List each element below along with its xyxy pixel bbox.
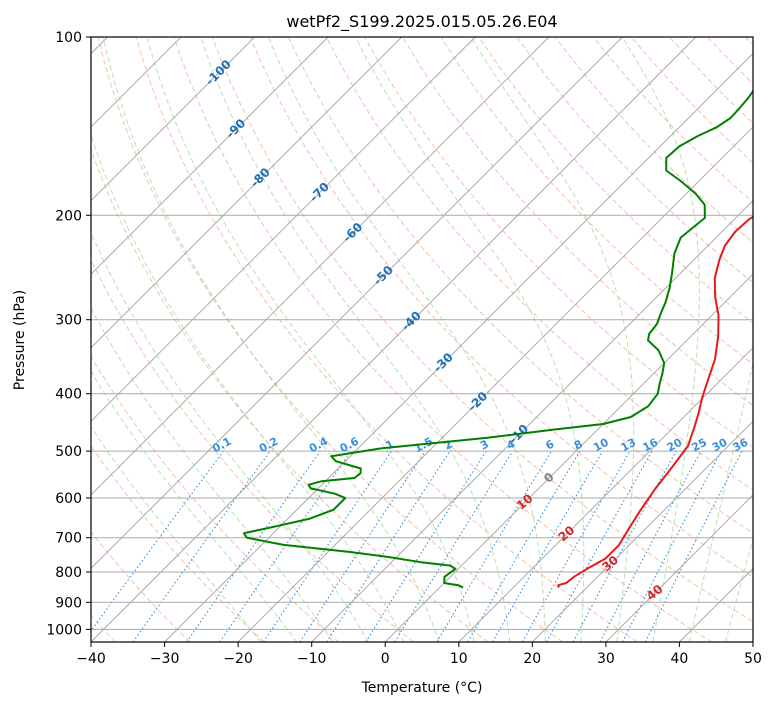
dry-adiabat-line — [516, 37, 753, 284]
moist-adiabat-line — [91, 231, 369, 642]
x-tick-label: 50 — [744, 651, 762, 667]
mixing-ratio-label: 13 — [619, 436, 639, 455]
y-tick-label: 700 — [55, 531, 82, 547]
x-tick-label: −40 — [76, 651, 106, 667]
isotherm-line — [458, 347, 753, 642]
isotherm-line — [311, 199, 753, 642]
mixing-ratio-line — [522, 450, 631, 642]
isotherm-line — [384, 273, 753, 642]
isotherm-line — [91, 37, 476, 423]
dry-adiabats — [91, 37, 753, 642]
mixing-ratio-label: 10 — [591, 436, 611, 455]
moist-adiabat-line — [470, 37, 635, 642]
y-tick-label: 900 — [55, 595, 82, 611]
x-axis-label: Temperature (°C) — [361, 680, 483, 696]
moist-adiabat-line — [621, 37, 700, 642]
mixing-ratio-label: 20 — [665, 436, 685, 455]
mixing-ratio-line — [219, 450, 352, 642]
isotherm-line — [605, 494, 753, 642]
moist-adiabat-line — [91, 307, 334, 642]
y-tick-label: 200 — [55, 208, 82, 224]
x-tick-label: −20 — [223, 651, 253, 667]
mixing-ratio-label: 25 — [689, 436, 709, 455]
y-tick-label: 1000 — [46, 622, 82, 638]
dry-adiabat-line — [135, 37, 638, 642]
isotherm-line — [91, 37, 623, 570]
dewpoint-profile-line — [242, 89, 753, 589]
mixing-ratio-line — [132, 450, 271, 642]
dry-adiabat-line — [326, 37, 753, 491]
y-tick-label: 100 — [55, 30, 82, 46]
y-tick-label: 300 — [55, 313, 82, 329]
x-axis: −40 −30 −20 −10 0 10 20 30 40 50 — [76, 642, 762, 667]
mixing-ratio-line — [299, 450, 426, 642]
mixing-ratio-line — [326, 450, 451, 642]
moist-adiabat-line — [267, 37, 546, 642]
mixing-ratio-line — [263, 450, 392, 642]
dry-adiabat-line — [91, 531, 191, 642]
isotherm-line — [531, 420, 753, 642]
mixing-ratio-line — [394, 450, 514, 642]
y-tick-label: 400 — [55, 387, 82, 403]
moist-adiabat-line — [146, 37, 475, 642]
dry-adiabat-line — [91, 355, 340, 642]
mixing-ratio-line — [186, 450, 321, 642]
x-tick-label: 0 — [381, 651, 390, 667]
y-axis-label: Pressure (hPa) — [12, 290, 28, 390]
plot-frame — [90, 36, 754, 643]
x-tick-label: 40 — [670, 651, 688, 667]
moist-adiabat-line — [688, 360, 753, 642]
mixing-ratio-line — [91, 450, 224, 632]
moist-adiabat-line — [91, 133, 405, 642]
isotherm-line — [91, 37, 403, 349]
pressure-gridlines — [91, 37, 753, 630]
y-axis: 100 200 300 400 500 600 700 800 900 1000 — [46, 30, 91, 638]
x-tick-label: 10 — [450, 651, 468, 667]
temperature-profile-line — [557, 215, 753, 588]
moist-adiabat-line — [102, 37, 440, 642]
isotherm-line — [91, 37, 256, 202]
dry-adiabat-line — [211, 37, 753, 623]
x-tick-label: 30 — [597, 651, 615, 667]
dry-adiabat-line — [402, 37, 753, 407]
x-tick-label: 20 — [523, 651, 541, 667]
y-tick-label: 600 — [55, 491, 82, 507]
isotherm-line — [91, 37, 329, 275]
isotherm-line — [237, 126, 753, 642]
mixing-ratio-line — [546, 450, 653, 642]
mixing-ratio-line — [572, 450, 677, 642]
mixing-ratio-label: 36 — [731, 436, 751, 455]
dry-adiabat-line — [478, 37, 753, 324]
plot-area: 0.1 0.2 0.4 0.6 1 1.5 2 3 4 6 8 10 13 16 20 25 30 36-100-… — [91, 37, 753, 642]
mixing-ratio-label: 16 — [641, 436, 661, 455]
moist-adiabat-line — [200, 37, 511, 642]
y-tick-label: 500 — [55, 444, 82, 460]
x-tick-label: −10 — [297, 651, 327, 667]
mixing-ratio-line — [644, 450, 743, 642]
isotherm-line — [91, 37, 697, 642]
dry-adiabat-line — [249, 37, 753, 578]
chart-title: wetPf2_S199.2025.015.05.26.E04 — [286, 12, 557, 32]
dry-adiabat-line — [91, 445, 265, 642]
dry-adiabat-line — [97, 37, 563, 642]
moist-adiabats — [91, 37, 753, 642]
x-tick-label: −30 — [150, 651, 180, 667]
moist-adiabat-line — [91, 370, 298, 642]
y-tick-label: 800 — [55, 565, 82, 581]
mixing-ratio-lines — [91, 450, 743, 642]
isotherms — [91, 37, 753, 642]
isotherm-line — [91, 37, 550, 496]
profiles — [242, 89, 753, 589]
mixing-ratio-label: 30 — [710, 436, 730, 455]
